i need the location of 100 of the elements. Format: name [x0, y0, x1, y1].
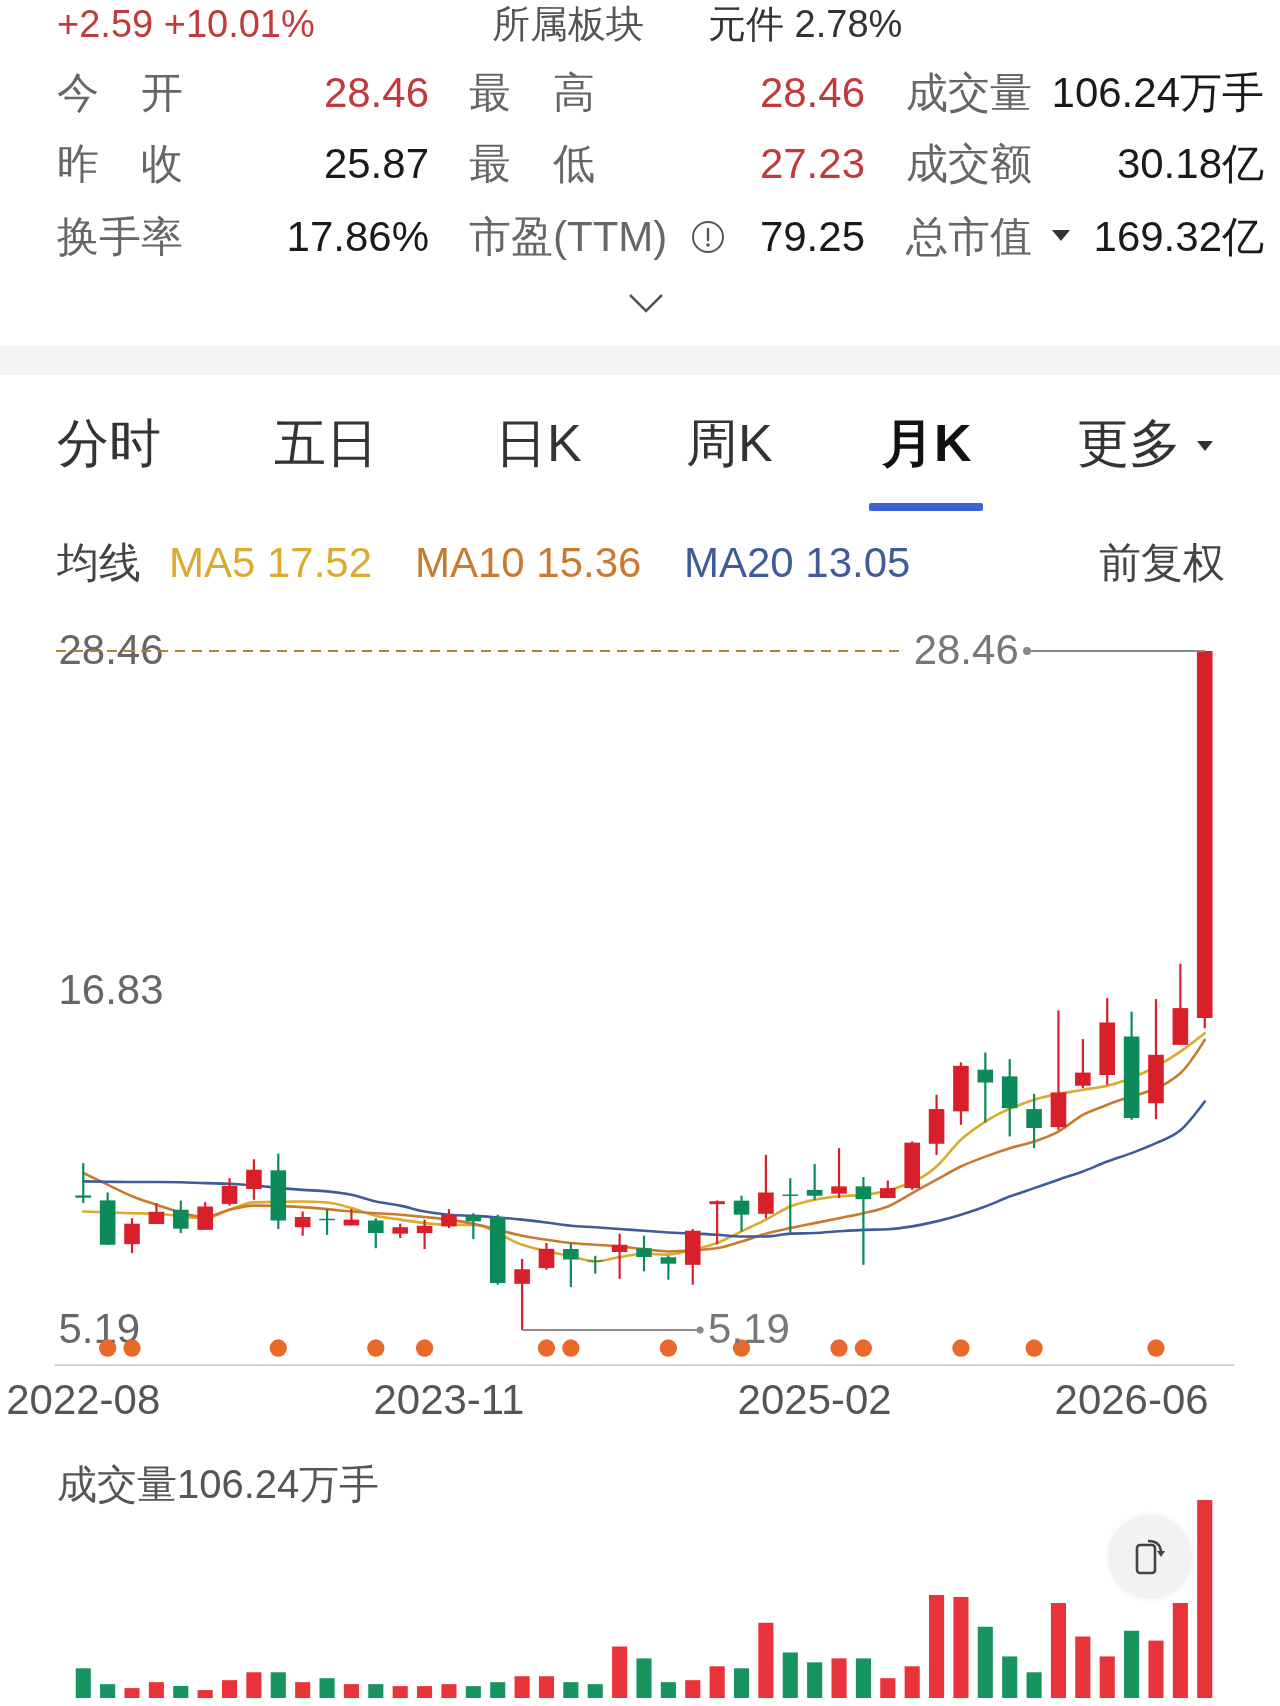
candlestick — [1075, 1037, 1091, 1090]
candlestick — [733, 1194, 750, 1233]
candlestick — [855, 1175, 872, 1266]
bar — [904, 1666, 920, 1698]
candlestick — [538, 1241, 555, 1271]
bar — [612, 1646, 628, 1698]
bar — [855, 1658, 871, 1698]
bar — [538, 1676, 555, 1698]
text: 日K — [495, 414, 582, 472]
text: 元件 2.78% — [708, 3, 903, 45]
bar — [709, 1666, 725, 1698]
candlestick — [368, 1217, 384, 1250]
bar — [1002, 1656, 1018, 1698]
bar — [221, 1680, 238, 1698]
text: 五日 — [274, 414, 378, 472]
bar — [392, 1686, 408, 1698]
candlestick — [709, 1199, 725, 1246]
bar — [1075, 1636, 1091, 1698]
bar — [953, 1597, 969, 1698]
text: 换手率 — [57, 213, 183, 260]
bar — [782, 1652, 798, 1698]
text: 成交量 — [906, 69, 1032, 116]
text: MA5 17.52 — [169, 539, 373, 586]
text: 今开 — [57, 69, 183, 116]
bar — [733, 1668, 750, 1698]
candlestick — [660, 1254, 677, 1281]
y-tick-label: 16.83 — [58, 965, 164, 1013]
bar — [343, 1684, 359, 1698]
candlestick — [124, 1217, 140, 1255]
bar — [831, 1658, 847, 1698]
candlestick — [75, 1161, 92, 1205]
candlestick — [197, 1201, 213, 1231]
bar — [1148, 1640, 1164, 1698]
bar — [148, 1682, 164, 1698]
text: 最高 — [469, 69, 595, 116]
bar — [685, 1680, 701, 1698]
text: 总市值 — [906, 213, 1032, 260]
line-series — [81, 1100, 1207, 1238]
text: 更多 — [1077, 414, 1181, 472]
bar — [173, 1686, 189, 1698]
candlestick — [246, 1158, 262, 1201]
bar — [977, 1626, 993, 1698]
bar — [124, 1688, 140, 1698]
x-tick-label: 2026-06 — [1054, 1376, 1209, 1424]
bar — [563, 1682, 579, 1698]
text: 市盈(TTM) — [469, 213, 668, 260]
text: 79.25 — [759, 213, 865, 260]
text: 周K — [686, 414, 773, 472]
x-tick-label: 2025-02 — [737, 1376, 892, 1424]
bar — [1124, 1630, 1140, 1698]
candlestick — [1026, 1092, 1042, 1150]
bar — [807, 1662, 823, 1698]
text: +2.59 +10.01% — [57, 3, 315, 45]
bar — [1172, 1602, 1188, 1698]
y-tick-label: 28.46 — [58, 626, 164, 674]
candlestick — [172, 1199, 189, 1235]
bar — [758, 1622, 774, 1698]
bar — [1026, 1672, 1042, 1698]
text: 昨收 — [57, 140, 183, 187]
text: 最低 — [469, 140, 595, 187]
text: MA20 13.05 — [684, 539, 911, 586]
text: MA10 15.36 — [415, 539, 642, 586]
candlestick — [441, 1208, 457, 1230]
legend-title: 均线 — [56, 539, 141, 586]
bar — [319, 1678, 335, 1698]
text: 25.87 — [323, 140, 429, 187]
text: 28.46 — [323, 69, 429, 116]
chart-title: 成交量106.24万手 — [57, 1462, 380, 1506]
candlestick — [416, 1218, 433, 1251]
candlestick — [563, 1241, 579, 1289]
text: 前复权 — [1099, 539, 1225, 586]
bar — [660, 1682, 676, 1698]
bar — [197, 1690, 213, 1698]
text: 月K — [882, 414, 972, 472]
text: 30.18亿 — [1116, 140, 1264, 187]
bar — [75, 1668, 91, 1698]
text: 27.23 — [759, 140, 865, 187]
bar — [270, 1672, 286, 1698]
bar — [1197, 1500, 1213, 1698]
text: 106.24万手 — [1051, 69, 1264, 116]
candlestick — [294, 1210, 311, 1237]
bar — [514, 1676, 530, 1698]
candlestick — [831, 1147, 847, 1200]
bar — [929, 1595, 945, 1698]
candlestick — [806, 1162, 823, 1201]
candlestick — [758, 1153, 774, 1220]
bar — [1099, 1656, 1115, 1698]
text: 28.46 — [759, 69, 865, 116]
bar — [246, 1672, 262, 1698]
bar — [417, 1686, 433, 1698]
annotation: 5.19 — [708, 1304, 790, 1352]
text: 169.32亿 — [1093, 213, 1264, 260]
bar — [441, 1684, 457, 1698]
bar — [880, 1678, 896, 1698]
x-tick-label: 2022-08 — [6, 1376, 161, 1424]
bar — [100, 1684, 116, 1698]
text: 17.86% — [286, 213, 429, 260]
bar — [465, 1686, 481, 1698]
bar — [490, 1682, 506, 1698]
candlestick — [514, 1257, 530, 1332]
